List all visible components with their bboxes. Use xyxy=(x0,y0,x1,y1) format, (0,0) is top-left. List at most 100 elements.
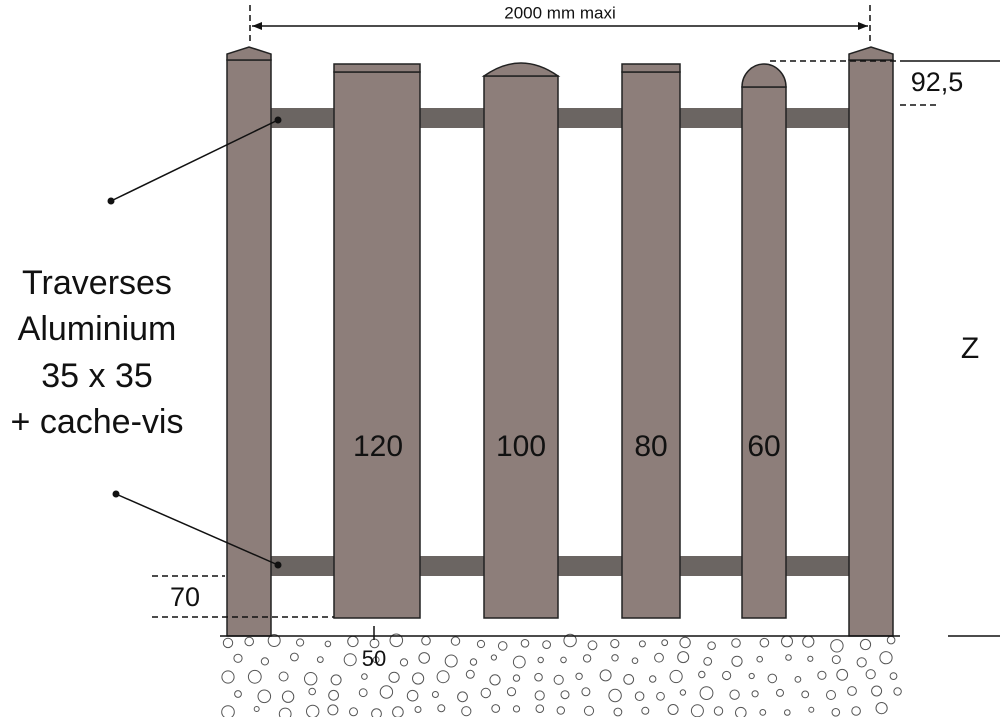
stone xyxy=(703,657,713,666)
stone xyxy=(656,691,665,701)
stone xyxy=(776,688,784,697)
stone xyxy=(698,670,706,679)
slat-100 xyxy=(481,62,561,619)
stone xyxy=(469,658,478,666)
stone xyxy=(379,685,394,699)
stone xyxy=(553,674,564,685)
label-line: + cache-vis xyxy=(11,403,184,441)
stone xyxy=(679,636,691,649)
stone xyxy=(631,657,639,665)
stone xyxy=(520,639,530,648)
stone xyxy=(222,637,234,649)
slat-60 xyxy=(741,63,787,619)
stone xyxy=(847,686,857,696)
stone xyxy=(610,639,620,649)
stone xyxy=(278,707,292,717)
stone xyxy=(756,655,764,663)
slat-label: 80 xyxy=(634,430,667,463)
stone xyxy=(534,672,543,682)
stone xyxy=(399,658,409,667)
stone xyxy=(767,673,778,684)
stone xyxy=(372,656,380,664)
stone xyxy=(608,688,622,703)
stone xyxy=(654,652,664,663)
gravel xyxy=(221,633,902,717)
stone xyxy=(560,656,567,664)
width-label: 2000 mm maxi xyxy=(504,3,615,22)
stone xyxy=(535,704,545,714)
stone xyxy=(893,687,902,696)
leader-dot xyxy=(274,561,282,569)
stone xyxy=(490,654,497,661)
stone xyxy=(476,639,486,649)
leader-dot xyxy=(112,490,120,498)
stone xyxy=(889,672,898,680)
stone xyxy=(406,689,419,702)
stone xyxy=(875,702,888,715)
stone xyxy=(729,689,740,700)
rail-offset-label: 70 xyxy=(170,582,200,612)
stone xyxy=(826,690,836,700)
stone xyxy=(669,669,683,684)
stone xyxy=(512,655,526,669)
stone xyxy=(247,669,262,684)
stone xyxy=(851,706,861,716)
stone xyxy=(661,639,669,647)
stone xyxy=(491,704,501,713)
stone xyxy=(759,709,767,716)
height-label: Z xyxy=(961,332,979,365)
stone xyxy=(457,691,468,703)
right-post xyxy=(848,46,894,637)
stone xyxy=(497,641,508,651)
stone xyxy=(260,657,269,666)
stone xyxy=(233,653,243,663)
stone xyxy=(392,706,404,717)
stone xyxy=(388,671,400,683)
stone xyxy=(465,669,475,679)
stone xyxy=(634,691,645,702)
label-line: Aluminium xyxy=(18,310,177,348)
stone xyxy=(308,687,317,696)
stone xyxy=(699,686,714,700)
stone xyxy=(886,635,896,645)
stone xyxy=(581,687,591,697)
stone xyxy=(831,655,841,665)
stone xyxy=(253,706,260,712)
stone xyxy=(713,706,724,716)
stone xyxy=(807,655,814,662)
stone xyxy=(785,654,792,661)
stone xyxy=(707,641,716,651)
stone xyxy=(537,656,544,664)
stone xyxy=(856,657,867,668)
stone xyxy=(437,704,446,713)
label-line: 35 x 35 xyxy=(41,357,153,395)
stone xyxy=(748,672,755,680)
stone xyxy=(563,633,577,648)
leader-line xyxy=(115,493,279,566)
stone xyxy=(731,638,741,648)
stone xyxy=(244,636,254,647)
stone xyxy=(221,705,235,717)
stone xyxy=(327,704,339,716)
stone xyxy=(480,687,491,699)
slat-label: 120 xyxy=(353,430,403,463)
stone xyxy=(583,705,595,716)
stone xyxy=(461,706,472,717)
leader-dot xyxy=(274,116,282,124)
stone xyxy=(534,690,545,701)
stone xyxy=(421,635,431,646)
stone xyxy=(871,685,883,697)
slat-120 xyxy=(333,63,421,619)
stone xyxy=(784,709,791,716)
stone xyxy=(611,654,619,662)
stone xyxy=(349,707,358,717)
stone xyxy=(328,689,340,701)
stone xyxy=(234,690,242,698)
stone xyxy=(506,687,517,697)
stone xyxy=(638,640,646,648)
stone xyxy=(304,672,318,686)
stone xyxy=(808,706,815,713)
stone xyxy=(722,670,732,681)
stone xyxy=(343,653,357,667)
top-offset-label: 92,5 xyxy=(911,67,964,97)
